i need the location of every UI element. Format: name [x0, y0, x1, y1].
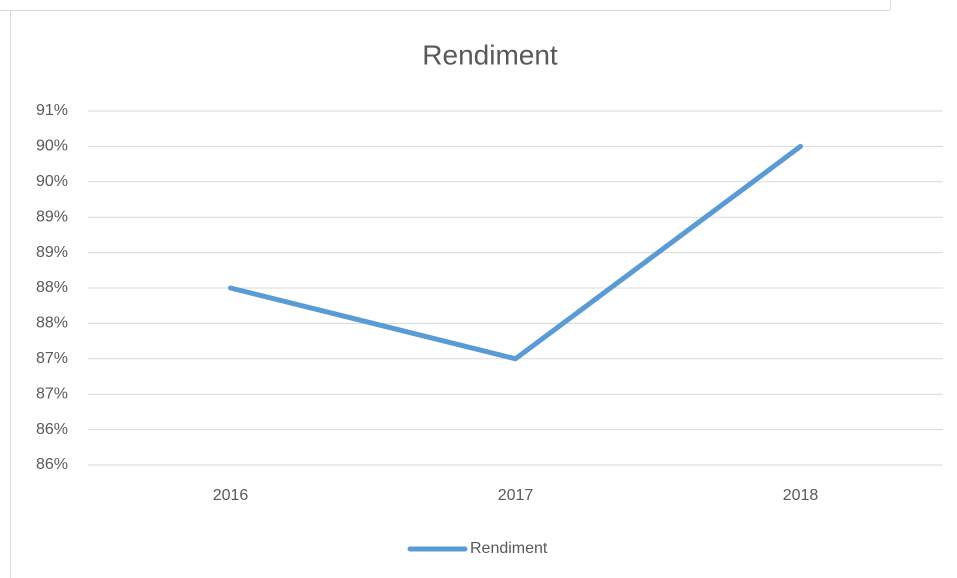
y-tick-label: 90%	[36, 173, 68, 190]
y-tick-label: 89%	[36, 244, 68, 261]
y-tick-label: 88%	[36, 315, 68, 332]
x-tick-label: 2018	[783, 487, 819, 504]
x-tick-label: 2016	[213, 487, 249, 504]
data-line	[228, 143, 803, 362]
chart-title: Rendiment	[422, 39, 558, 70]
y-tick-label: 87%	[36, 350, 68, 367]
y-tick-label: 91%	[36, 102, 68, 119]
x-tick-label: 2017	[498, 487, 534, 504]
legend-label: Rendiment	[470, 540, 548, 557]
y-tick-label: 90%	[36, 138, 68, 155]
y-tick-label: 86%	[36, 421, 68, 438]
y-tick-label: 88%	[36, 279, 68, 296]
y-tick-label: 89%	[36, 208, 68, 225]
y-tick-label: 87%	[36, 385, 68, 402]
y-tick-label: 86%	[36, 456, 68, 473]
